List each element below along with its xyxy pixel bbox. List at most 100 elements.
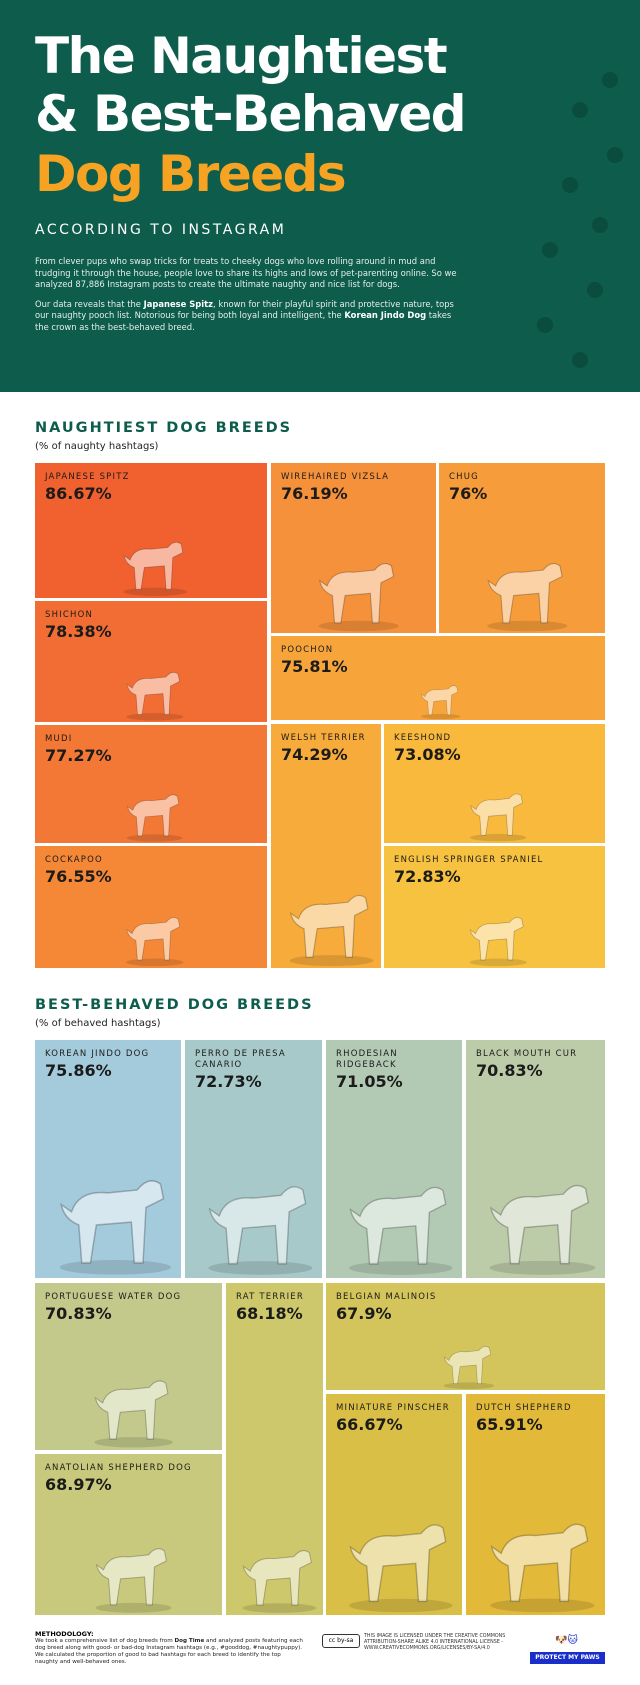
dog-illustration [487,562,568,631]
breed-name: RHODESIAN RIDGEBACK [336,1049,398,1070]
breed-name: WELSH TERRIER [281,733,366,743]
behaved-subheading: (% of behaved hashtags) [35,1018,161,1029]
breed-label: WELSH TERRIER 74.29% [281,733,373,765]
intro-text: From clever pups who swap tricks for tre… [35,256,465,341]
dog-illustration [242,1550,317,1614]
dog-illustration [490,1523,595,1613]
breed-cell: CHUG 76% [439,463,605,633]
breed-name: WIREHAIRED VIZSLA [281,472,390,482]
dog-illustration [208,1186,313,1276]
breed-cell: JAPANESE SPITZ 86.67% [35,463,267,598]
breed-cell: RHODESIAN RIDGEBACK 71.05% [326,1040,462,1278]
breed-percentage: 68.97% [45,1475,112,1494]
breed-label: ENGLISH SPRINGER SPANIEL 72.83% [394,855,597,887]
breed-name: ANATOLIAN SHEPHERD DOG [45,1463,192,1473]
breed-percentage: 75.86% [45,1061,112,1080]
breed-percentage: 76.19% [281,484,348,503]
breed-percentage: 86.67% [45,484,112,503]
breed-name: DUTCH SHEPHERD [476,1403,572,1413]
breed-cell: RAT TERRIER 68.18% [226,1283,323,1615]
breed-label: COCKAPOO 76.55% [45,855,259,887]
breed-percentage: 78.38% [45,622,112,641]
breed-label: DUTCH SHEPHERD 65.91% [476,1403,597,1435]
breed-cell: POOCHON 75.81% [271,636,605,720]
breed-percentage: 74.29% [281,745,348,764]
breed-percentage: 73.08% [394,745,461,764]
breed-cell: PORTUGUESE WATER DOG 70.83% [35,1283,222,1450]
dog-illustration [289,894,374,966]
breed-percentage: 66.67% [336,1415,403,1434]
breed-label: JAPANESE SPITZ 86.67% [45,472,259,504]
breed-name: CHUG [449,472,479,482]
breed-label: KOREAN JINDO DOG 75.86% [45,1049,173,1081]
breed-percentage: 65.91% [476,1415,543,1434]
breed-name: PORTUGUESE WATER DOG [45,1292,182,1302]
dog-illustration [349,1524,453,1613]
dog-illustration [469,917,528,967]
breed-cell: WELSH TERRIER 74.29% [271,724,381,968]
breed-label: RHODESIAN RIDGEBACK 71.05% [336,1049,454,1092]
breed-percentage: 72.83% [394,867,461,886]
license-text: THIS IMAGE IS LICENSED UNDER THE CREATIV… [364,1634,506,1652]
naughty-heading: NAUGHTIEST DOG BREEDS [35,420,293,436]
brand-logo[interactable]: PROTECT MY PAWS [530,1652,605,1664]
naughty-subheading: (% of naughty hashtags) [35,441,159,452]
breed-cell: SHICHON 78.38% [35,601,267,722]
breed-name: COCKAPOO [45,855,103,865]
breed-percentage: 68.18% [236,1304,303,1323]
breed-percentage: 67.9% [336,1304,392,1323]
breed-label: BELGIAN MALINOIS 67.9% [336,1292,597,1324]
dog-illustration [126,917,184,967]
dog-illustration [443,1345,495,1389]
breed-name: BELGIAN MALINOIS [336,1292,437,1302]
breed-name: MINIATURE PINSCHER [336,1403,450,1413]
breed-percentage: 76.55% [45,867,112,886]
breed-label: PORTUGUESE WATER DOG 70.83% [45,1292,214,1324]
breed-label: WIREHAIRED VIZSLA 76.19% [281,472,428,504]
breed-cell: KEESHOND 73.08% [384,724,605,843]
paw-prints-icon [537,72,623,368]
dog-illustration [126,671,184,721]
dog-illustration [59,1180,171,1276]
title-line-1: The Naughtiest [35,27,448,85]
breed-label: RAT TERRIER 68.18% [236,1292,315,1324]
breed-cell: COCKAPOO 76.55% [35,846,267,968]
breed-label: CHUG 76% [449,472,597,504]
breed-label: MUDI 77.27% [45,734,259,766]
creative-commons-badge: cc by-sa [322,1634,360,1648]
breed-cell: KOREAN JINDO DOG 75.86% [35,1040,181,1278]
footer: METHODOLOGY: We took a comprehensive lis… [0,1622,640,1685]
breed-percentage: 70.83% [45,1304,112,1323]
breed-label: KEESHOND 73.08% [394,733,597,765]
methodology: METHODOLOGY: We took a comprehensive lis… [35,1630,305,1666]
breed-cell: MUDI 77.27% [35,725,267,843]
methodology-text: We took a comprehensive list of dog bree… [35,1638,303,1665]
breed-cell: BELGIAN MALINOIS 67.9% [326,1283,605,1390]
dog-illustration [126,794,183,842]
breed-label: ANATOLIAN SHEPHERD DOG 68.97% [45,1463,214,1495]
dog-illustration [349,1187,453,1276]
breed-percentage: 76% [449,484,488,503]
breed-cell: ANATOLIAN SHEPHERD DOG 68.97% [35,1454,222,1615]
breed-label: MINIATURE PINSCHER 66.67% [336,1403,454,1435]
breed-name: POOCHON [281,645,334,655]
breed-cell: MINIATURE PINSCHER 66.67% [326,1394,462,1615]
breed-label: POOCHON 75.81% [281,645,597,677]
breed-name: SHICHON [45,610,94,620]
breed-percentage: 75.81% [281,657,348,676]
breed-name: MUDI [45,734,73,744]
breed-name: KOREAN JINDO DOG [45,1049,150,1059]
breed-name: RAT TERRIER [236,1292,304,1302]
dog-illustration [318,562,399,631]
breed-cell: BLACK MOUTH CUR 70.83% [466,1040,605,1278]
methodology-heading: METHODOLOGY: [35,1630,94,1638]
breed-name: ENGLISH SPRINGER SPANIEL [394,855,544,865]
breed-label: SHICHON 78.38% [45,610,259,642]
dog-cat-logo-icon: 🐶🐱 [555,1635,578,1646]
breed-percentage: 71.05% [336,1072,403,1091]
breed-percentage: 72.73% [195,1072,262,1091]
dog-illustration [470,793,527,842]
breed-name: JAPANESE SPITZ [45,472,130,482]
breed-name: KEESHOND [394,733,452,743]
behaved-heading: BEST-BEHAVED DOG BREEDS [35,997,314,1013]
